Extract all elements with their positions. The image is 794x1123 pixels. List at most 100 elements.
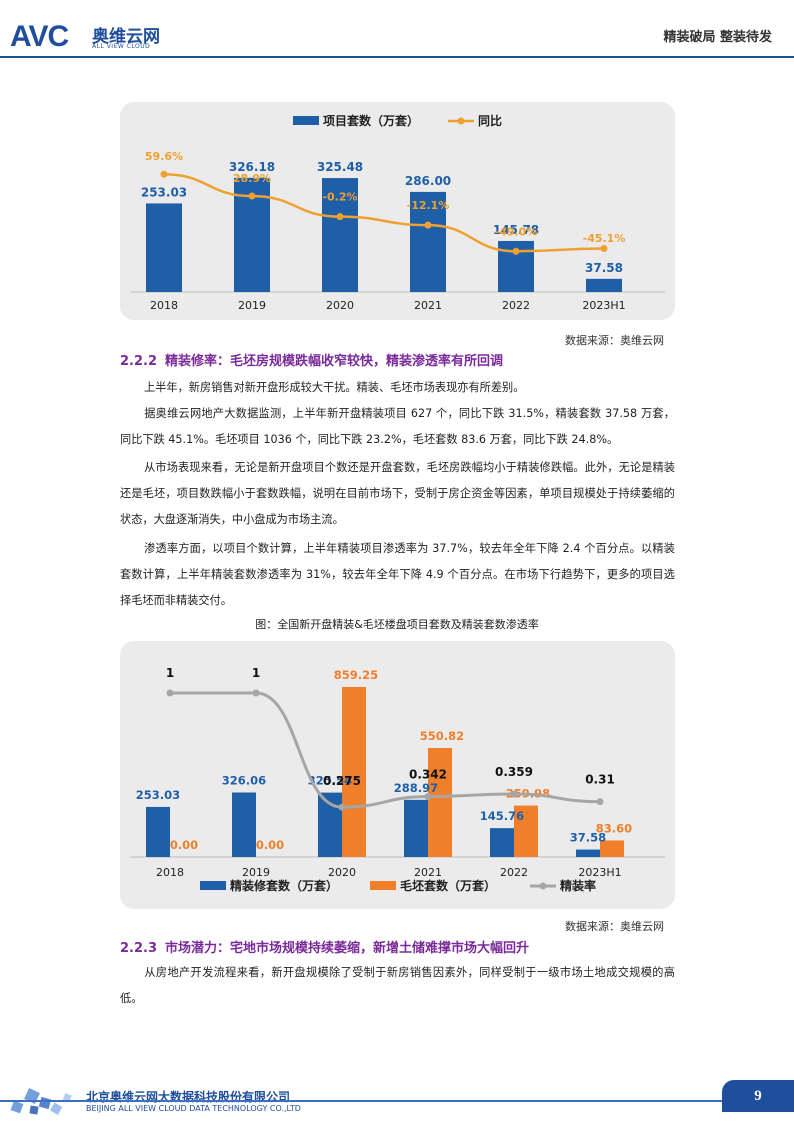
chart-2: 253.03 0.00 2018 326.06 0.00 2019 325.54 859.25… — [130, 666, 665, 893]
paragraph-4: 渗透率方面，以项目个数计算，上半年精装项目渗透率为 37.7%，较去年全年下降 … — [120, 542, 675, 607]
rate-point-2019 — [252, 689, 260, 697]
bar-label-2023H1: 37.58 — [585, 261, 623, 275]
section-number: 2.2.2 — [120, 354, 158, 369]
bar-fine-label-2023H1: 37.58 — [570, 831, 606, 845]
section-heading-2-2-2: 2.2.2 精装修率：毛坯房规模跌幅收窄较快，精装渗透率有所回调 — [120, 350, 503, 369]
yoy-label-2018: 59.6% — [145, 150, 183, 163]
legend-label-fine: 精装修套数（万套） — [230, 878, 338, 893]
footer-cube-decoration — [10, 1088, 72, 1115]
rate-point-2023H1 — [596, 798, 604, 806]
bar-label-2022: 145.78 — [493, 223, 539, 237]
page-number: 9 — [722, 1080, 794, 1112]
tick-label-2022: 2022 — [500, 866, 528, 879]
legend-swatch-bars — [293, 116, 319, 125]
rate-point-2020 — [338, 803, 346, 811]
yoy-point-2023H1 — [600, 245, 608, 253]
rate-label-2020: 0.275 — [323, 774, 361, 788]
figure-caption: 图：全国新开盘精装&毛坯楼盘项目套数及精装套数渗透率 — [255, 618, 539, 631]
bar-fine-label-2021: 288.97 — [394, 781, 438, 795]
yoy-line — [163, 173, 605, 253]
legend-label-line: 同比 — [478, 113, 502, 128]
section-title: 精装修率：毛坯房规模跌幅收窄较快，精装渗透率有所回调 — [165, 354, 504, 369]
tick-label-2021: 2021 — [414, 866, 442, 879]
yoy-label-2023H1: -45.1% — [583, 232, 626, 245]
bar-2023H1 — [586, 278, 622, 292]
bar-fine-label-2020: 325.54 — [308, 774, 352, 788]
legend-marker-rate — [539, 882, 547, 890]
bar-fine-2018 — [146, 806, 170, 857]
bar-label-2020: 325.48 — [317, 160, 363, 174]
tick-label-2022: 2022 — [502, 299, 530, 312]
bar-rough-2020 — [342, 687, 366, 857]
bar-rough-2021 — [428, 748, 452, 857]
chart-1: 项目套数（万套） 同比 253.03 2018 326.18 2019 325.48 2020… — [130, 113, 665, 312]
tick-label-2023H1: 2023H1 — [582, 299, 625, 312]
legend-label-bars: 项目套数（万套） — [323, 113, 419, 128]
bar-rough-2022 — [514, 805, 538, 857]
footer-company-cn: 北京奥维云网大数据科技股份有限公司 — [86, 1090, 291, 1104]
source-note-1: 数据来源：奥维云网 — [565, 334, 664, 347]
bar-fine-2023H1 — [576, 849, 600, 857]
source-note-2: 数据来源：奥维云网 — [565, 920, 664, 933]
paragraph-3: 从市场表现来看，无论是新开盘项目个数还是开盘套数，毛坯房跌幅均小于精装修跌幅。此… — [120, 461, 675, 526]
bar-label-2021: 286.00 — [405, 174, 451, 188]
rate-point-2018 — [166, 689, 174, 697]
page-header: AVC 奥维云网 ALL VIEW CLOUD 精装破局 整装待发 — [0, 0, 794, 60]
rate-label-2022: 0.359 — [495, 765, 533, 779]
bar-rough-2023H1 — [600, 840, 624, 857]
bar-rough-label-2019: 0.00 — [256, 838, 284, 852]
yoy-label-2020: -0.2% — [322, 191, 357, 204]
paragraph-2: 据奥维云网地产大数据监测，上半年新开盘精装项目 627 个，同比下跌 31.5%… — [120, 407, 675, 446]
tick-label-2019: 2019 — [242, 866, 270, 879]
yoy-point-2019 — [248, 192, 256, 200]
tick-label-2018: 2018 — [156, 866, 184, 879]
bar-label-2018: 253.03 — [141, 185, 187, 199]
tick-label-2020: 2020 — [326, 299, 354, 312]
paragraph-1: 上半年，新房销售对新开盘形成较大干扰。精装、毛坯市场表现亦有所差别。 — [144, 381, 525, 394]
yoy-label-2019: 28.9% — [233, 172, 271, 185]
yoy-point-2021 — [424, 221, 432, 229]
bar-rough-label-2023H1: 83.60 — [596, 821, 632, 835]
yoy-point-2018 — [160, 170, 168, 178]
rate-label-2018: 1 — [166, 666, 174, 680]
legend-marker-line — [457, 117, 465, 125]
tick-label-2021: 2021 — [414, 299, 442, 312]
legend-swatch-fine — [200, 881, 226, 890]
bar-fine-label-2022: 145.76 — [480, 809, 524, 823]
chart-1-card: 项目套数（万套） 同比 253.03 2018 326.18 2019 325.48 2020… — [120, 102, 675, 320]
logo-en: ALL VIEW CLOUD — [92, 43, 151, 50]
tick-label-2018: 2018 — [150, 299, 178, 312]
bar-fine-2019 — [232, 792, 256, 857]
rate-label-2021: 0.342 — [409, 768, 447, 782]
tick-label-2023H1: 2023H1 — [578, 866, 621, 879]
footer-divider — [0, 1100, 794, 1102]
bar-fine-label-2018: 253.03 — [136, 788, 180, 802]
bar-fine-2021 — [404, 799, 428, 857]
legend-swatch-rough — [370, 881, 396, 890]
header-title: 精装破局 整装待发 — [663, 30, 772, 45]
logo-cn: 奥维云网 — [92, 27, 160, 47]
paragraph-last: 从房地产开发流程来看，新开盘规模除了受制于新房销售因素外，同样受制于一级市场土地… — [120, 966, 675, 1005]
footer-company-en: BEIJING ALL VIEW CLOUD DATA TECHNOLOGY C… — [86, 1104, 301, 1113]
rate-label-2023H1: 0.31 — [585, 773, 615, 787]
yoy-point-2022 — [512, 247, 520, 255]
bar-label-2019: 326.18 — [229, 160, 275, 174]
legend-label-rough: 毛坯套数（万套） — [400, 878, 496, 893]
bar-rough-label-2020: 859.25 — [334, 668, 378, 682]
yoy-label-2021: -12.1% — [407, 199, 450, 212]
bar-rough-label-2018: 0.00 — [170, 838, 198, 852]
yoy-label-2022: -49.0% — [495, 225, 538, 238]
tick-label-2019: 2019 — [238, 299, 266, 312]
bar-rough-label-2021: 550.82 — [420, 729, 464, 743]
tick-label-2020: 2020 — [328, 866, 356, 879]
rate-label-2019: 1 — [252, 666, 260, 680]
yoy-point-2020 — [336, 213, 344, 221]
bar-2020 — [322, 178, 358, 292]
section-number: 2.2.3 — [120, 941, 158, 956]
section-heading-2-2-3: 2.2.3 市场潜力：宅地市场规模持续萎缩，新增土储难撑市场大幅回升 — [120, 937, 529, 956]
legend-label-rate: 精装率 — [560, 878, 596, 893]
bar-fine-2022 — [490, 828, 514, 857]
rate-point-2022 — [510, 790, 518, 798]
section-title: 市场潜力：宅地市场规模持续萎缩，新增土储难撑市场大幅回升 — [165, 941, 530, 956]
bar-fine-label-2019: 326.06 — [222, 773, 266, 787]
